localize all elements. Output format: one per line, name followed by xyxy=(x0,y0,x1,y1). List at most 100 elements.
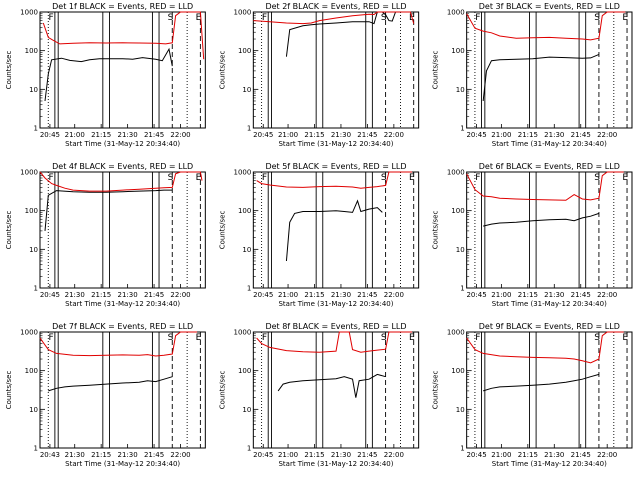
marker-f: F xyxy=(49,173,54,183)
marker-s: S xyxy=(381,173,387,183)
y-tick-label: 100 xyxy=(25,207,38,215)
y-tick-label: 10 xyxy=(242,406,251,414)
x-tick-label: 22:00 xyxy=(597,291,617,299)
x-tick-label: 22:00 xyxy=(597,131,617,139)
x-tick-label: 21:30 xyxy=(118,291,138,299)
x-tick-label: 21:15 xyxy=(304,291,324,299)
y-axis-label: Counts/sec xyxy=(218,211,226,250)
marker-s: S xyxy=(168,13,174,23)
x-tick-label: 21:15 xyxy=(518,451,538,459)
series-lld-line xyxy=(39,331,198,357)
plot-frame xyxy=(252,11,420,129)
x-tick-label: 21:45 xyxy=(571,451,591,459)
y-tick-label: 100 xyxy=(25,367,38,375)
x-tick-label: 22:00 xyxy=(170,451,190,459)
y-tick-label: 1 xyxy=(247,285,251,293)
marker-e: E xyxy=(196,333,202,343)
marker-f: F xyxy=(49,13,54,23)
x-axis-label: Start Time (31-May-12 20:34:40) xyxy=(278,140,393,148)
marker-e: E xyxy=(622,13,628,23)
series-lld-line xyxy=(253,11,415,25)
series-lld-line xyxy=(39,171,203,192)
y-axis-label: Counts/sec xyxy=(432,51,440,90)
y-tick-label: 1 xyxy=(460,125,464,133)
plot-frame xyxy=(252,331,420,449)
y-tick-label: 1 xyxy=(34,125,38,133)
series-events-line xyxy=(285,11,397,57)
y-axis-label: Counts/sec xyxy=(218,371,226,410)
x-tick-label: 21:30 xyxy=(544,451,564,459)
marker-s: S xyxy=(381,13,387,23)
chart-title: Det 5f BLACK = Events, RED = LLD xyxy=(265,162,406,171)
y-tick-label: 10 xyxy=(29,86,38,94)
marker-e: E xyxy=(196,13,202,23)
chart-title: Det 9f BLACK = Events, RED = LLD xyxy=(479,322,620,331)
y-axis-label: Counts/sec xyxy=(5,211,13,250)
marker-f: F xyxy=(262,333,267,343)
marker-f: F xyxy=(475,13,480,23)
x-tick-label: 21:00 xyxy=(65,131,85,139)
y-tick-label: 1 xyxy=(247,445,251,453)
x-tick-label: 22:00 xyxy=(384,291,404,299)
series-events-line xyxy=(44,189,173,231)
chart-panel-8: Det 8f BLACK = Events, RED = LLD 1 10 100 10… xyxy=(218,322,420,468)
marker-s: S xyxy=(594,333,600,343)
chart-title: Det 8f BLACK = Events, RED = LLD xyxy=(265,322,406,331)
x-axis-label: Start Time (31-May-12 20:34:40) xyxy=(65,300,180,308)
y-tick-label: 10 xyxy=(456,86,465,94)
x-axis-label: Start Time (31-May-12 20:34:40) xyxy=(65,460,180,468)
x-tick-label: 20:43 xyxy=(40,451,60,459)
x-tick-label: 21:00 xyxy=(278,131,298,139)
y-tick-label: 100 xyxy=(451,47,464,55)
y-tick-label: 100 xyxy=(238,47,251,55)
chart-title: Det 1f BLACK = Events, RED = LLD xyxy=(52,2,193,11)
x-tick-label: 20:45 xyxy=(40,131,60,139)
marker-e: E xyxy=(622,173,628,183)
x-axis-label: Start Time (31-May-12 20:34:40) xyxy=(278,460,393,468)
y-axis-label: Counts/sec xyxy=(5,371,13,410)
x-tick-label: 21:30 xyxy=(118,451,138,459)
y-tick-label: 1000 xyxy=(234,169,252,177)
x-axis-label: Start Time (31-May-12 20:34:40) xyxy=(492,140,607,148)
x-tick-label: 21:15 xyxy=(91,451,111,459)
marker-e: E xyxy=(622,333,628,343)
chart-panel-6: Det 6f BLACK = Events, RED = LLD 1 10 100 10… xyxy=(432,162,633,308)
series-events-line xyxy=(48,376,173,392)
series-lld-line xyxy=(466,11,626,41)
y-tick-label: 1000 xyxy=(20,329,38,337)
x-tick-label: 21:00 xyxy=(491,451,511,459)
plot-frame xyxy=(466,331,633,449)
marker-f: F xyxy=(49,333,54,343)
series-events-line xyxy=(44,47,173,102)
x-tick-label: 21:30 xyxy=(65,451,85,459)
y-tick-label: 10 xyxy=(29,246,38,254)
x-tick-label: 21:45 xyxy=(571,291,591,299)
x-tick-label: 20:45 xyxy=(466,451,486,459)
y-tick-label: 100 xyxy=(238,207,251,215)
marker-f: F xyxy=(475,173,480,183)
x-tick-label: 20:45 xyxy=(466,131,486,139)
x-tick-label: 21:00 xyxy=(491,131,511,139)
y-tick-label: 1000 xyxy=(20,169,38,177)
chart-panel-1: Det 1f BLACK = Events, RED = LLD 1 10 100 10… xyxy=(5,2,206,148)
series-events-line xyxy=(277,373,386,398)
x-tick-label: 21:00 xyxy=(278,291,298,299)
marker-f: F xyxy=(475,333,480,343)
y-tick-label: 1000 xyxy=(234,9,252,17)
chart-panel-2: Det 2f BLACK = Events, RED = LLD 1 10 100 10… xyxy=(218,2,420,148)
x-tick-label: 21:30 xyxy=(544,291,564,299)
y-tick-label: 10 xyxy=(242,246,251,254)
y-axis-label: Counts/sec xyxy=(432,211,440,250)
marker-f: F xyxy=(262,173,267,183)
x-tick-label: 20:45 xyxy=(253,291,273,299)
chart-panel-5: Det 5f BLACK = Events, RED = LLD 1 10 100 10… xyxy=(218,162,420,308)
x-tick-label: 21:15 xyxy=(518,291,538,299)
plot-frame xyxy=(466,171,633,289)
marker-e: E xyxy=(409,173,415,183)
y-tick-label: 1000 xyxy=(447,329,465,337)
chart-title: Det 3f BLACK = Events, RED = LLD xyxy=(479,2,620,11)
chart-title: Det 4f BLACK = Events, RED = LLD xyxy=(52,162,193,171)
chart-title: Det 7f BLACK = Events, RED = LLD xyxy=(52,322,193,331)
chart-panel-9: Det 9f BLACK = Events, RED = LLD 1 10 100 10… xyxy=(432,322,633,468)
series-events-line xyxy=(483,212,600,227)
